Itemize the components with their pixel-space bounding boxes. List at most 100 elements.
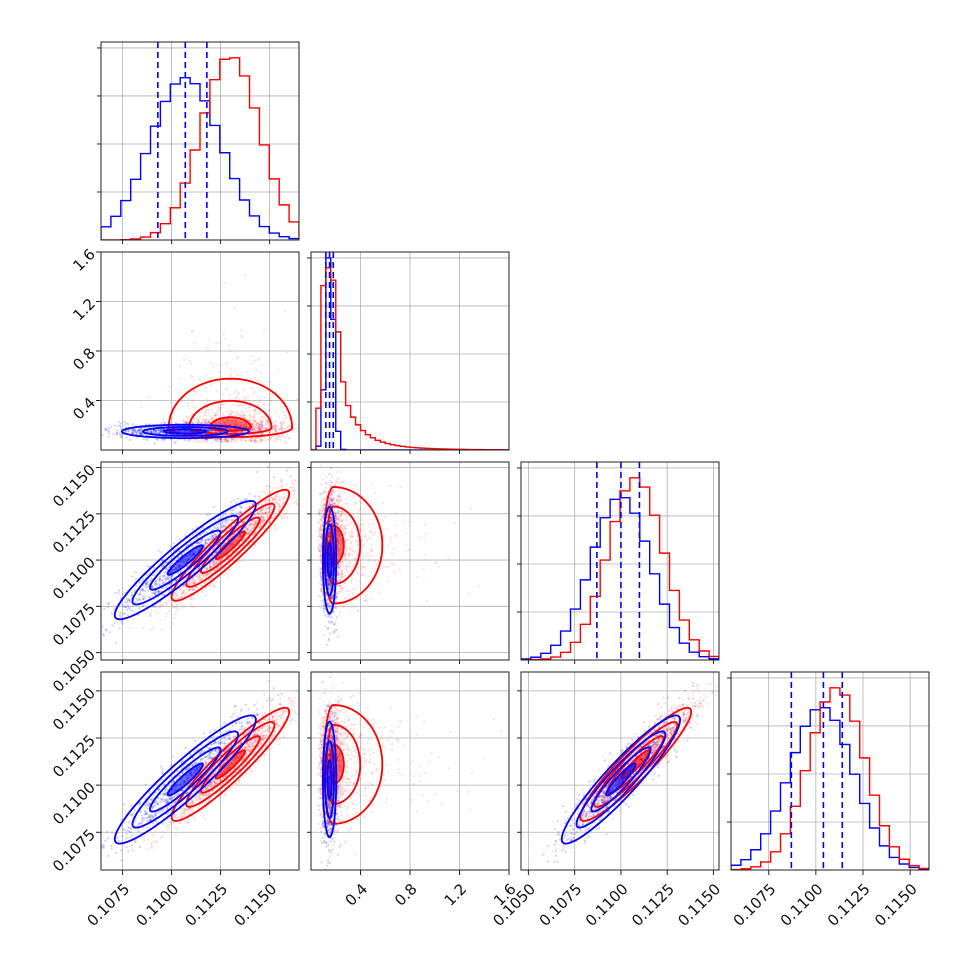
- scatter-point: [260, 513, 264, 516]
- scatter-point: [210, 418, 213, 421]
- scatter-point: [272, 422, 275, 425]
- scatter-point: [137, 429, 140, 432]
- scatter-point: [271, 500, 274, 503]
- scatter-point: [251, 427, 254, 431]
- scatter-point: [169, 563, 172, 567]
- scatter-point: [283, 435, 286, 439]
- scatter-point: [118, 433, 122, 436]
- scatter-point: [212, 505, 216, 508]
- scatter-point: [196, 576, 199, 579]
- scatter-point: [253, 428, 256, 431]
- scatter-point: [227, 569, 230, 572]
- scatter-point: [257, 513, 260, 516]
- scatter-point: [259, 427, 262, 430]
- scatter-point: [226, 440, 229, 443]
- scatter-point: [239, 439, 242, 442]
- scatter-point: [155, 431, 158, 434]
- scatter-point: [193, 593, 196, 597]
- scatter-point: [230, 372, 233, 375]
- scatter-point: [201, 538, 204, 542]
- scatter-point: [209, 566, 212, 569]
- scatter-point: [155, 584, 158, 587]
- scatter-point: [259, 522, 262, 526]
- scatter-point: [250, 422, 254, 425]
- scatter-point: [187, 581, 190, 584]
- scatter-point: [281, 501, 284, 504]
- scatter-point: [234, 507, 237, 510]
- scatter-point: [253, 427, 256, 430]
- scatter-point: [212, 547, 216, 550]
- scatter-point: [281, 411, 284, 414]
- scatter-point: [238, 510, 241, 514]
- scatter-point: [291, 489, 294, 492]
- scatter-point: [156, 589, 160, 592]
- scatter-point: [204, 438, 207, 441]
- scatter-point: [198, 440, 201, 443]
- scatter-point: [150, 431, 153, 434]
- scatter-point: [209, 414, 212, 417]
- scatter-point: [299, 419, 301, 421]
- scatter-point: [270, 499, 274, 502]
- scatter-point: [214, 413, 217, 417]
- scatter-point: [280, 423, 283, 426]
- scatter-point: [208, 513, 211, 516]
- scatter-point: [159, 429, 162, 433]
- scatter-point: [215, 562, 219, 565]
- scatter-point: [260, 520, 263, 523]
- scatter-point: [191, 528, 194, 531]
- scatter-point: [196, 573, 199, 576]
- scatter-point: [125, 436, 129, 439]
- scatter-point: [150, 578, 153, 581]
- scatter-point: [236, 393, 239, 396]
- scatter-point: [274, 428, 277, 431]
- scatter-point: [211, 430, 214, 433]
- scatter-point: [167, 578, 170, 581]
- scatter-point: [221, 544, 224, 547]
- scatter-point: [229, 412, 232, 415]
- scatter-point: [260, 523, 263, 526]
- panel-content: [101, 273, 301, 445]
- scatter-point: [198, 574, 201, 578]
- scatter-point: [260, 424, 263, 427]
- scatter-point: [266, 466, 270, 469]
- scatter-point: [244, 397, 247, 400]
- scatter-point: [252, 427, 255, 431]
- scatter-point: [220, 440, 223, 443]
- scatter-point: [240, 414, 243, 418]
- scatter-point: [155, 583, 158, 586]
- scatter-point: [162, 439, 165, 442]
- histogram-blue-3: [731, 706, 929, 870]
- scatter-point: [284, 440, 287, 443]
- scatter-point: [173, 591, 176, 594]
- scatter-point: [101, 433, 104, 437]
- contours-blue: [120, 423, 250, 439]
- scatter-point: [137, 597, 141, 600]
- scatter-point: [246, 532, 249, 536]
- scatter-point: [250, 527, 254, 530]
- scatter-point: [104, 429, 107, 432]
- scatter-point: [174, 442, 177, 445]
- scatter-point: [205, 438, 208, 441]
- scatter-point: [222, 524, 225, 527]
- scatter-point: [205, 541, 208, 545]
- scatter-point: [236, 404, 239, 408]
- scatter-point: [247, 531, 250, 534]
- scatter-point: [158, 602, 162, 605]
- scatter-point: [177, 571, 180, 574]
- scatter-point: [248, 505, 251, 508]
- scatter-point: [249, 430, 252, 433]
- scatter-point: [183, 590, 186, 593]
- scatter-point: [149, 430, 152, 433]
- scatter-point: [235, 438, 238, 441]
- scatter-point: [216, 531, 219, 534]
- panel-content: [101, 466, 299, 644]
- scatter-point: [192, 389, 196, 392]
- scatter-panel-2-0: [100, 461, 300, 661]
- scatter-point: [206, 542, 209, 545]
- scatter-point: [124, 430, 127, 433]
- scatter-point: [261, 432, 264, 435]
- scatter-point: [240, 506, 243, 509]
- scatter-point: [155, 579, 158, 582]
- scatter-point: [187, 583, 190, 586]
- scatter-point: [177, 550, 180, 553]
